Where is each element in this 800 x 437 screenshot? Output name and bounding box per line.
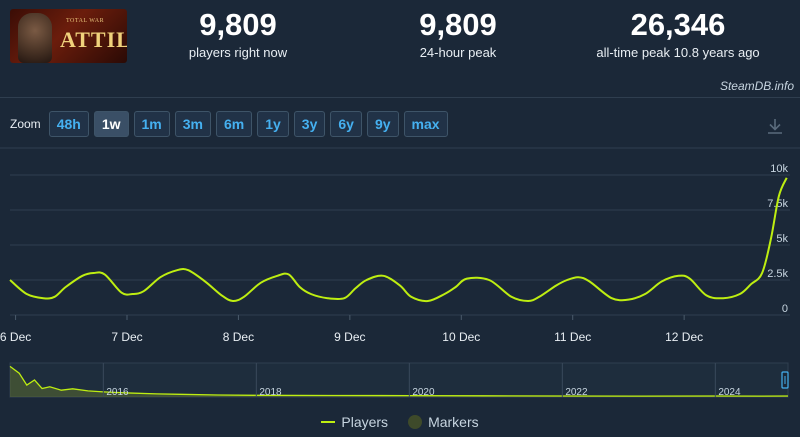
stat-value: 26,346 (630, 7, 726, 42)
navigator-tick-label: 2020 (412, 387, 435, 398)
navigator-area (10, 366, 788, 397)
navigator-tick-label: 2022 (565, 387, 588, 398)
zoom-button-6m[interactable]: 6m (215, 111, 253, 137)
stat-24h-peak: 9,809 24-hour peak (358, 7, 558, 61)
zoom-button-1w[interactable]: 1w (93, 111, 129, 137)
header: TOTAL WAR ATTILA 9,809 players right now… (0, 0, 800, 74)
navigator-line (9, 365, 789, 397)
zoom-bar: Zoom 48h 1w 1m 3m 6m 1y 3y 6y 9y max (10, 111, 453, 137)
navigator-tick-label: 2024 (718, 387, 741, 398)
legend-dot-swatch (408, 415, 423, 429)
zoom-button-9y[interactable]: 9y (366, 111, 399, 137)
steamdb-link[interactable]: SteamDB.info (719, 79, 794, 93)
zoom-button-max[interactable]: max (403, 111, 448, 137)
game-logo-title: ATTILA (60, 27, 127, 52)
legend-item-players[interactable]: Players (321, 414, 388, 430)
players-series-line (9, 177, 788, 303)
x-tick-label: 8 Dec (223, 330, 254, 344)
zoom-button-3y[interactable]: 3y (293, 111, 326, 137)
zoom-button-1m[interactable]: 1m (133, 111, 170, 137)
stat-all-time-peak: 26,346 all-time peak 10.8 years ago (578, 7, 778, 61)
x-tick-label: 6 Dec (0, 330, 31, 344)
game-logo-subtitle: TOTAL WAR (66, 18, 105, 24)
zoom-button-6y[interactable]: 6y (330, 111, 362, 137)
x-tick-label: 12 Dec (665, 330, 703, 344)
stat-label: 24-hour peak (419, 45, 497, 60)
zoom-button-48h[interactable]: 48h (48, 111, 89, 137)
y-tick-label: 5k (776, 233, 788, 245)
player-chart: 10k 7.5k 5k 2.5k 0 6 Dec 7 Dec 8 Dec 9 Dec 10 Dec… (0, 140, 800, 432)
navigator-tick-label: 2018 (259, 387, 282, 398)
x-tick-label: 7 Dec (111, 330, 142, 344)
legend: Players Markers (0, 412, 800, 432)
x-tick-label: 10 Dec (442, 330, 480, 344)
navigator-handle-grip (784, 376, 786, 384)
legend-label: Markers (428, 414, 479, 430)
zoom-button-1y[interactable]: 1y (257, 111, 289, 137)
legend-item-markers[interactable]: Markers (408, 414, 479, 430)
stat-value: 9,809 (419, 7, 497, 42)
zoom-button-3m[interactable]: 3m (174, 111, 211, 137)
game-logo-portrait (18, 13, 52, 63)
legend-line-swatch (321, 421, 336, 423)
navigator-tick-label: 2016 (106, 387, 129, 398)
stat-value: 9,809 (199, 7, 277, 42)
divider (0, 97, 800, 98)
y-tick-label: 2.5k (767, 268, 788, 280)
stat-label: players right now (188, 45, 288, 60)
game-logo[interactable]: TOTAL WAR ATTILA (10, 9, 127, 63)
stat-label: all-time peak 10.8 years ago (596, 45, 760, 60)
x-tick-label: 9 Dec (334, 330, 365, 344)
stat-current-players: 9,809 players right now (138, 7, 338, 61)
y-tick-label: 10k (770, 163, 788, 175)
zoom-label: Zoom (10, 117, 41, 131)
y-tick-label: 0 (782, 303, 788, 315)
download-icon[interactable] (766, 117, 784, 135)
zoom-button-group: 48h 1w 1m 3m 6m 1y 3y 6y 9y max (48, 111, 453, 137)
legend-label: Players (341, 414, 389, 430)
x-tick-label: 11 Dec (554, 330, 591, 344)
